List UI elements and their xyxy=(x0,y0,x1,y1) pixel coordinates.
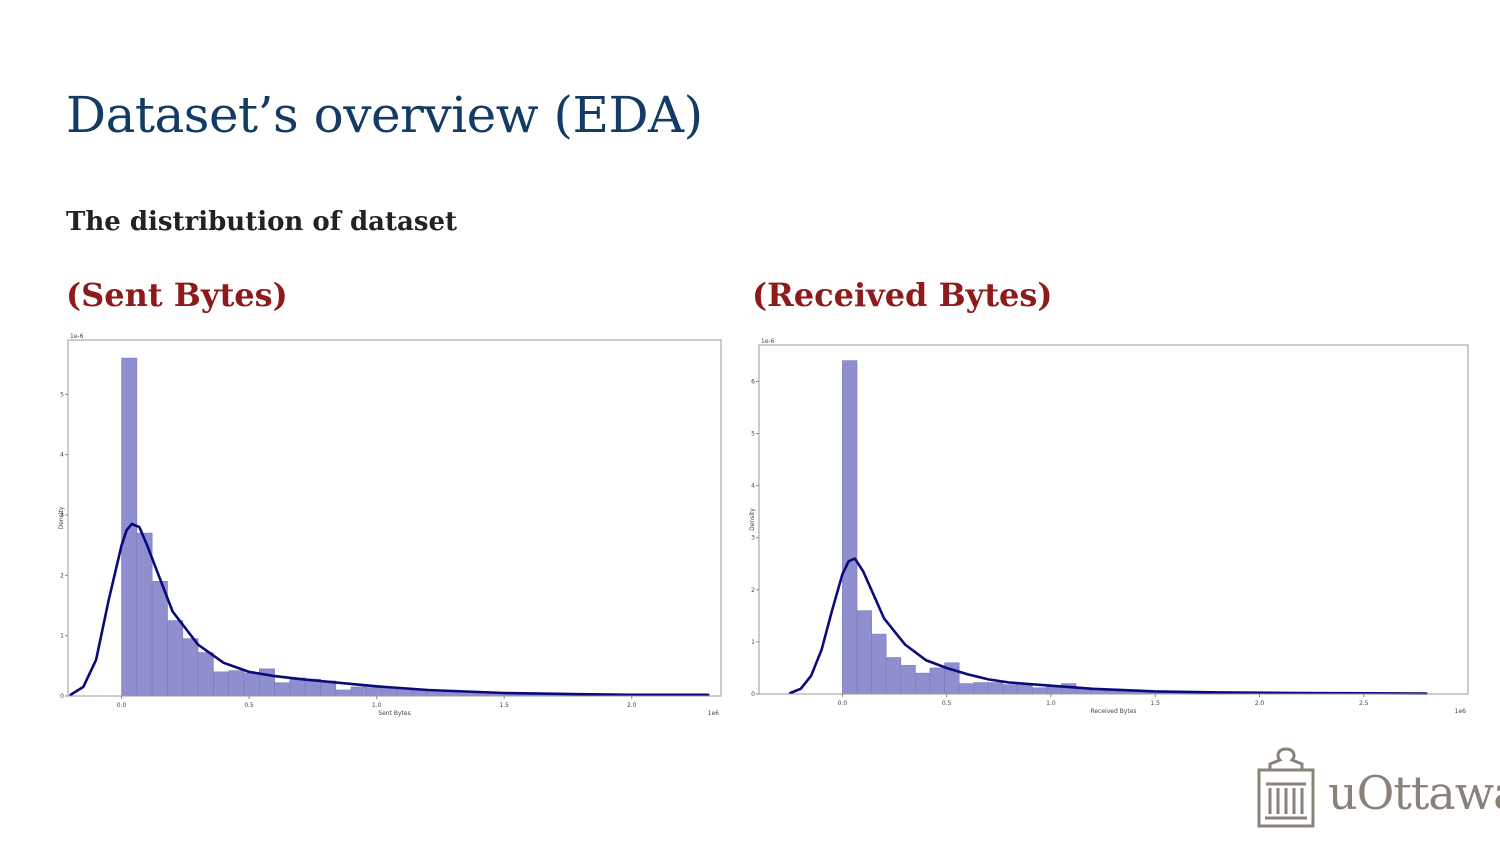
x-tick-label: 1.5 xyxy=(499,702,509,709)
histogram-bar xyxy=(915,672,931,695)
sent-bytes-chart-title: (Sent Bytes) xyxy=(66,276,288,314)
x-offset-label: 1e6 xyxy=(1455,708,1467,715)
sent-bytes-histogram: 0.0 0.5 1.0 1.5 2.0 0 1 2 3 4 5 Sent Bytes Density 1e… xyxy=(58,333,722,717)
histogram-bar xyxy=(243,672,260,697)
y-tick-label: 5 xyxy=(60,391,64,398)
y-tick-label: 4 xyxy=(60,452,64,459)
histogram-bar xyxy=(213,671,229,697)
x-tick-label: 2.0 xyxy=(627,702,637,709)
histogram-bar xyxy=(182,638,199,697)
y-tick-label: 5 xyxy=(751,431,755,438)
histogram-bar xyxy=(366,687,383,697)
kde-curve xyxy=(69,522,710,697)
y-tick-label: 2 xyxy=(751,587,755,594)
histogram-bar xyxy=(228,670,245,697)
y-tick-label: 4 xyxy=(751,483,755,490)
y-tick-label: 1 xyxy=(751,639,755,646)
y-offset-label: 1e-6 xyxy=(761,338,775,345)
y-offset-label: 1e-6 xyxy=(70,333,84,340)
histogram-bar xyxy=(1002,684,1018,695)
plot-frame xyxy=(758,344,1469,695)
x-axis-label: Received Bytes xyxy=(1090,708,1136,715)
uottawa-logo: uOttawa xyxy=(1256,746,1500,832)
histogram-bar xyxy=(167,620,184,697)
x-tick-label: 1.5 xyxy=(1150,700,1160,707)
received-bytes-histogram: 0.0 0.5 1.0 1.5 2.0 2.5 0 1 2 3 4 5 6 Received Bytes D… xyxy=(749,338,1469,715)
y-tick-label: 3 xyxy=(751,535,755,542)
slide-title: Dataset’s overview (EDA) xyxy=(66,86,703,144)
x-tick-label: 1.0 xyxy=(1046,700,1056,707)
x-axis-label: Sent Bytes xyxy=(378,710,410,717)
x-tick-label: 0.0 xyxy=(838,700,848,707)
histogram-bar xyxy=(885,657,902,695)
y-tick-label: 0 xyxy=(60,693,64,700)
histogram-bar xyxy=(842,360,858,695)
histogram-bar xyxy=(900,665,916,695)
histogram-bar xyxy=(136,532,153,697)
y-tick-label: 0 xyxy=(751,691,755,698)
x-tick-label: 2.5 xyxy=(1359,700,1369,707)
kde-curve xyxy=(788,557,1428,695)
histogram-bar xyxy=(871,633,887,695)
histogram-bar xyxy=(856,610,872,695)
x-offset-label: 1e6 xyxy=(708,710,720,717)
histogram-bar xyxy=(973,682,989,695)
histogram-bar xyxy=(1017,684,1033,695)
logo-wordmark: uOttawa xyxy=(1328,766,1500,820)
histogram-bar xyxy=(1061,683,1077,695)
received-bytes-chart-title: (Received Bytes) xyxy=(752,276,1053,314)
x-tick-label: 1.0 xyxy=(372,702,382,709)
y-tick-label: 6 xyxy=(751,378,755,385)
histogram-bar xyxy=(335,689,352,697)
y-axis-label: Density xyxy=(749,508,756,531)
x-tick-label: 0.5 xyxy=(942,700,952,707)
university-building-icon xyxy=(1257,747,1315,828)
histogram-bar xyxy=(1031,687,1048,695)
histogram-bar xyxy=(274,682,291,697)
histogram-bar xyxy=(197,652,214,697)
x-tick-label: 0.5 xyxy=(244,702,254,709)
histogram-bar xyxy=(442,691,459,697)
y-axis-label: Density xyxy=(58,506,65,529)
histogram-bar xyxy=(350,686,367,697)
x-tick-label: 0.0 xyxy=(117,702,127,709)
y-tick-label: 3 xyxy=(60,512,64,519)
histogram-bar xyxy=(988,682,1004,695)
histogram-bar xyxy=(958,683,975,695)
histogram-bar xyxy=(929,667,945,695)
histogram-bar xyxy=(151,581,168,697)
y-tick-label: 1 xyxy=(60,633,64,640)
slide-subtitle: The distribution of dataset xyxy=(66,207,458,237)
x-tick-label: 2.0 xyxy=(1255,700,1265,707)
plot-frame xyxy=(67,339,722,697)
y-tick-label: 2 xyxy=(60,572,64,579)
histogram-bar xyxy=(381,687,398,697)
